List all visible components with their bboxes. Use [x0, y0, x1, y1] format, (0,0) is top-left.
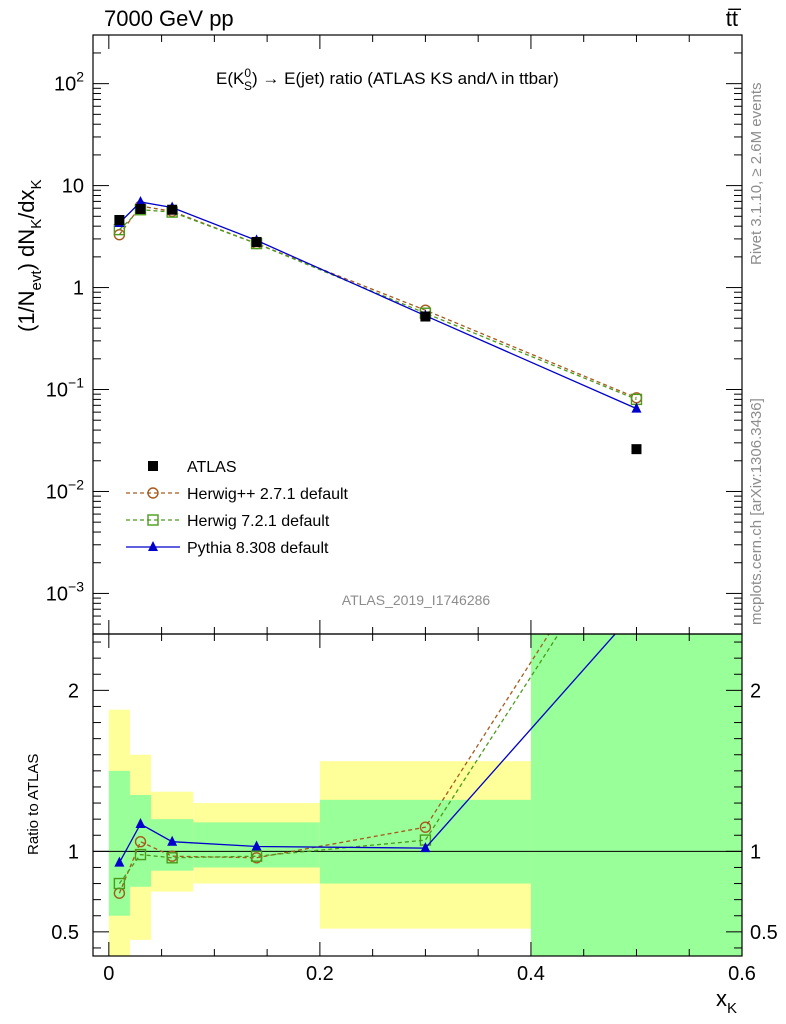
ratio-point-pythia-8-308-default-3	[251, 840, 262, 851]
top-y-tick-label: 10−3	[46, 578, 84, 605]
top-y-tick-label: 102	[54, 69, 84, 96]
ratio-point-herwig-7-2-1-default-0	[113, 877, 126, 890]
dist-point-atlas-4	[420, 311, 431, 322]
x-tick-label: 0	[103, 963, 114, 985]
ratio-series	[113, 492, 641, 899]
ratio-point-pythia-8-308-default-0	[114, 856, 125, 867]
ratio-y-tick-label-left: 0.5	[51, 922, 79, 944]
ratio-point-pythia-8-308-default-4	[420, 842, 431, 853]
top-y-tick-label: 1	[73, 278, 84, 300]
band-inner-1	[129, 795, 152, 887]
top-y-tick-label: 10−2	[46, 476, 84, 503]
ratio-point-herwig-7-2-1-default-1	[134, 848, 147, 861]
legend-label-pythia-8-308-default: Pythia 8.308 default	[187, 540, 329, 557]
top-y-tick-label: 10	[62, 176, 84, 198]
energy-label: 7000 GeV pp	[104, 6, 234, 31]
ratio-y-tick-label-right: 2	[750, 680, 761, 702]
dist-point-atlas-1	[135, 203, 146, 214]
x-tick-label: 0.6	[728, 963, 756, 985]
dist-line-herwig-7-2-1-default	[118, 209, 637, 401]
ratio-point-herwig-2-7-1-default-4	[419, 821, 432, 833]
band-inner-4	[319, 799, 531, 884]
x-tick-label: 0.4	[517, 963, 545, 985]
ratio-y-axis-label: Ratio to ATLAS	[25, 754, 42, 855]
ratio-point-herwig-7-2-1-default-3	[250, 850, 263, 862]
legend: ATLAS Herwig++ 2.7.1 default Herwig 7.2.1 …	[126, 459, 349, 557]
dist-line-pythia-8-308-default	[118, 201, 637, 410]
dist-point-atlas-0	[114, 214, 125, 225]
legend-marker-herwig-2-7-1-default	[147, 487, 159, 499]
distribution-series	[113, 196, 643, 455]
band-inner-0	[108, 770, 130, 916]
ratio-point-herwig-2-7-1-default-5	[631, 492, 641, 502]
legend-marker-atlas	[148, 461, 158, 471]
ratio-plot-frame	[92, 633, 743, 957]
ratio-point-herwig-2-7-1-default-1	[134, 835, 147, 848]
uncertainty-bands	[108, 634, 742, 956]
legend-label-atlas: ATLAS	[187, 459, 237, 476]
top-y-axis-label: (1/Nevt) dNK/dxK	[14, 179, 45, 332]
dist-point-pythia-8-308-default-5	[631, 402, 642, 413]
ratio-y-tick-label-left: 2	[68, 680, 79, 702]
x-tick-label: 0.2	[306, 963, 334, 985]
legend-label-herwig-7-2-1-default: Herwig 7.2.1 default	[187, 513, 330, 530]
plot-title: E(K0 S) → E(jet) ratio (ATLAS KS andΛ in …	[216, 66, 559, 93]
ratio-point-pythia-8-308-default-5	[631, 604, 641, 614]
legend-marker-pythia-8-308-default	[148, 541, 158, 551]
mcplots-label: mcplots.cern.ch [arXiv:1306.3436]	[748, 398, 765, 625]
ratio-point-pythia-8-308-default-1	[135, 817, 146, 828]
dist-point-atlas-2	[167, 204, 178, 215]
ratio-y-tick-label-right: 0.5	[750, 922, 778, 944]
ratio-y-tick-label-right: 1	[750, 841, 761, 863]
legend-marker-herwig-7-2-1-default	[147, 514, 159, 526]
dist-point-pythia-8-308-default-1	[135, 196, 146, 207]
x-axis-label: xK	[716, 986, 737, 1017]
dist-line-herwig-2-7-1-default	[118, 205, 637, 399]
ratio-point-herwig-7-2-1-default-2	[166, 852, 178, 864]
dist-point-atlas-5	[631, 444, 642, 455]
ratio-y-tick-label-left: 1	[68, 841, 79, 863]
ratio-point-herwig-7-2-1-default-5	[631, 508, 641, 518]
dist-point-atlas-3	[251, 236, 262, 247]
ratio-line-pythia-8-308-default	[118, 634, 617, 863]
legend-label-herwig-2-7-1-default: Herwig++ 2.7.1 default	[187, 486, 349, 503]
analysis-id: ATLAS_2019_I1746286	[342, 592, 491, 608]
process-label: tt̅	[726, 6, 742, 31]
axes: 0 0.2 0.4 0.6 10−3 10−2 10−1 1 10 102 0.5 0.5 1 1 2 2	[46, 34, 778, 985]
top-y-tick-label: 10−1	[46, 375, 84, 402]
rivet-label: Rivet 3.1.10, ≥ 2.6M events	[748, 83, 765, 266]
ratio-point-pythia-8-308-default-2	[167, 835, 178, 846]
band-inner-5	[530, 634, 742, 956]
